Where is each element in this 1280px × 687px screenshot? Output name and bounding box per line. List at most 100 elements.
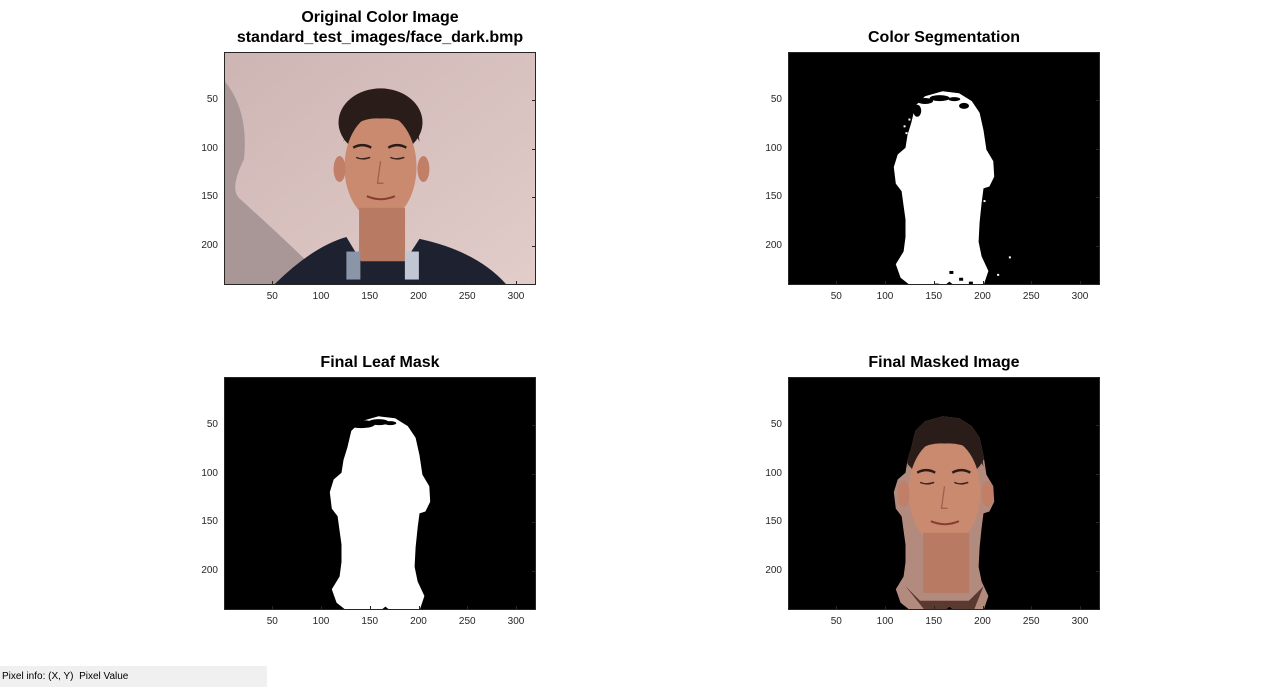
- panel-leaf-mask: Final Leaf Mask: [190, 353, 570, 377]
- y-tick-label: 200: [765, 239, 782, 251]
- y-tick-label: 200: [201, 564, 218, 576]
- y-tick-label: 50: [206, 419, 218, 431]
- axes-final-masked-image[interactable]: [788, 377, 1100, 610]
- y-tick-label: 150: [765, 516, 782, 528]
- y-tick-mark: [532, 522, 535, 524]
- x-tick-label: 50: [830, 291, 842, 302]
- collar-left: [346, 251, 361, 280]
- mask-speckle: [954, 277, 957, 280]
- mask-speckle: [897, 266, 900, 269]
- x-tick-mark: [321, 281, 322, 284]
- x-tick-label: 50: [266, 616, 278, 627]
- mask-speckle: [973, 266, 976, 269]
- x-tick-label: 200: [410, 616, 427, 627]
- mask-speckle: [997, 273, 1000, 276]
- x-tick-label: 100: [312, 616, 330, 627]
- y-tick-label: 150: [201, 516, 218, 528]
- x-tick-label: 300: [507, 616, 525, 627]
- x-tick-mark: [836, 281, 838, 284]
- y-tick-mark: [1096, 425, 1099, 427]
- x-tick-mark: [321, 606, 322, 609]
- mask-hole: [948, 97, 961, 102]
- x-tick-mark: [369, 281, 371, 284]
- x-tick-label: 50: [830, 616, 842, 627]
- panel-title: Final Leaf Mask: [190, 353, 570, 373]
- eyebrow-right: [951, 468, 971, 474]
- y-tick-mark: [532, 425, 535, 427]
- mouth: [366, 195, 396, 201]
- mask-speckle: [905, 132, 908, 135]
- x-tick-label: 300: [1071, 616, 1089, 627]
- y-tick-label: 50: [770, 94, 782, 106]
- x-tick-mark: [885, 281, 886, 284]
- mask-hole: [347, 420, 376, 429]
- mask-foreground-region: [329, 416, 431, 609]
- eyebrow-right: [387, 143, 407, 149]
- y-tick-label: 100: [765, 142, 782, 154]
- x-tick-label: 100: [312, 291, 330, 302]
- y-tick-mark: [532, 148, 535, 150]
- neck: [359, 207, 406, 268]
- axes-color-segmentation[interactable]: [788, 52, 1100, 285]
- hair-front: [343, 96, 420, 142]
- mask-speckle: [903, 125, 906, 128]
- y-tick-mark: [1096, 522, 1099, 524]
- x-tick-mark: [885, 606, 886, 609]
- y-tick-mark: [532, 197, 535, 199]
- y-tick-label: 200: [201, 239, 218, 251]
- mask-speckle: [1008, 256, 1011, 259]
- eyebrow-left: [916, 468, 936, 474]
- axes-original-image[interactable]: [224, 52, 536, 285]
- y-tick-label: 150: [765, 191, 782, 203]
- y-tick-mark: [1096, 570, 1099, 572]
- axes-final-leaf-mask[interactable]: [224, 377, 536, 610]
- y-tick-mark: [532, 473, 535, 475]
- x-tick-label: 100: [876, 291, 894, 302]
- y-tick-mark: [532, 570, 535, 572]
- y-tick-label: 200: [765, 564, 782, 576]
- x-tick-label: 200: [410, 291, 427, 302]
- y-tick-mark: [1096, 100, 1099, 102]
- y-tick-label: 100: [765, 467, 782, 479]
- mask-speckle: [908, 118, 911, 121]
- x-tick-mark: [982, 606, 984, 609]
- x-tick-mark: [1031, 281, 1033, 284]
- title-line-1: Final Masked Image: [868, 354, 1020, 371]
- y-tick-mark: [532, 100, 535, 102]
- hair-front: [907, 421, 984, 467]
- y-tick-mark: [1096, 197, 1099, 199]
- mask-hole: [929, 95, 950, 102]
- pixel-info-statusbar: Pixel info: (X, Y) Pixel Value: [0, 666, 267, 687]
- x-tick-mark: [982, 281, 984, 284]
- x-tick-mark: [933, 281, 935, 284]
- y-tick-mark: [1096, 245, 1099, 247]
- x-tick-mark: [516, 606, 517, 609]
- eyebrow-left: [352, 143, 372, 149]
- mask-foreground-region: [893, 91, 995, 284]
- panel-title: Final Masked Image: [754, 353, 1134, 373]
- wall-shadow: [225, 81, 331, 284]
- title-line-1: Original Color Image: [301, 9, 459, 26]
- y-tick-label: 50: [206, 94, 218, 106]
- x-tick-label: 250: [458, 291, 476, 302]
- x-tick-mark: [418, 281, 420, 284]
- mask-speckle: [934, 196, 937, 199]
- mask-gap: [959, 277, 964, 281]
- mask-image: [789, 53, 1099, 284]
- collar-right: [404, 251, 419, 280]
- x-tick-label: 150: [925, 291, 943, 302]
- mask-gap: [968, 281, 973, 284]
- x-tick-mark: [272, 281, 274, 284]
- x-tick-mark: [1080, 281, 1081, 284]
- title-line-1: Color Segmentation: [867, 29, 1020, 46]
- x-tick-label: 200: [974, 291, 991, 302]
- panel-masked-image: Final Masked Image: [754, 353, 1134, 377]
- y-tick-label: 100: [201, 467, 218, 479]
- x-tick-label: 150: [925, 616, 943, 627]
- mask-gap: [949, 270, 954, 274]
- title-line-1: Final Leaf Mask: [320, 354, 440, 371]
- masked-photo: [789, 378, 1099, 609]
- eye-right: [953, 481, 969, 485]
- ear-left: [897, 481, 910, 508]
